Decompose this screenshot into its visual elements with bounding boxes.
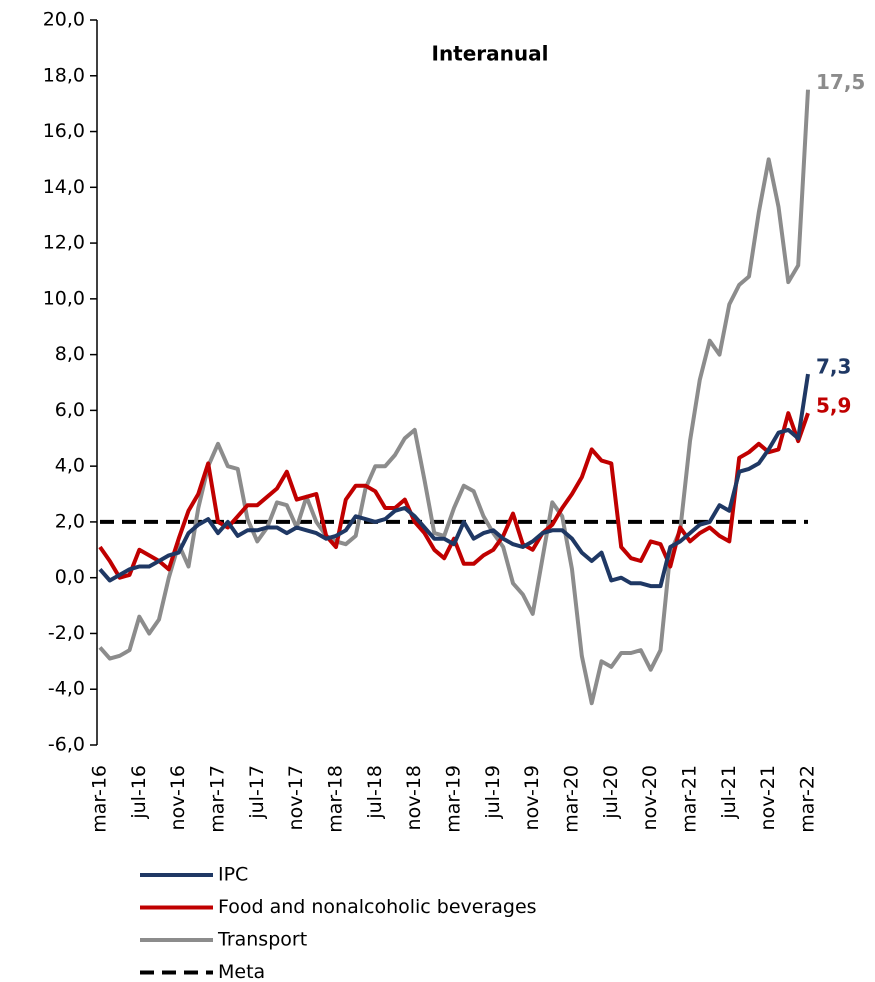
- x-tick-label: nov-21: [757, 765, 779, 830]
- x-tick-label: nov-17: [285, 765, 307, 830]
- legend-label: IPC: [218, 864, 248, 886]
- y-tick-label: 4,0: [55, 455, 85, 477]
- y-tick-label: -2,0: [48, 622, 85, 644]
- x-tick-label: nov-19: [521, 765, 543, 830]
- data-label: 5,9: [816, 394, 851, 418]
- x-tick-label: nov-20: [639, 765, 661, 830]
- x-tick-label: jul-19: [482, 765, 504, 820]
- data-label: 17,5: [816, 70, 865, 94]
- y-tick-label: 10,0: [43, 287, 85, 309]
- legend-label: Food and nonalcoholic beverages: [218, 896, 537, 918]
- x-tick-label: jul-16: [128, 765, 150, 820]
- y-tick-label: 14,0: [43, 176, 85, 198]
- y-tick-label: 2,0: [55, 510, 85, 532]
- x-tick-label: mar-21: [679, 765, 701, 833]
- series-line: [98, 411, 810, 580]
- y-tick-label: -4,0: [48, 678, 85, 700]
- x-tick-label: nov-16: [167, 765, 189, 830]
- x-tick-label: mar-20: [561, 765, 583, 833]
- data-label: 7,3: [816, 355, 851, 379]
- x-tick-label: nov-18: [403, 765, 425, 830]
- y-tick-label: 16,0: [43, 120, 85, 142]
- x-tick-label: jul-18: [364, 765, 386, 820]
- legend-label: Transport: [217, 929, 307, 951]
- x-tick-label: jul-21: [718, 765, 740, 820]
- y-tick-label: 8,0: [55, 343, 85, 365]
- y-tick-label: 12,0: [43, 232, 85, 254]
- y-tick-label: 6,0: [55, 399, 85, 421]
- x-tick-label: mar-22: [797, 765, 819, 833]
- x-tick-label: mar-18: [325, 765, 347, 833]
- x-tick-label: mar-17: [207, 765, 229, 833]
- y-tick-label: 18,0: [43, 64, 85, 86]
- series-line: [98, 373, 810, 589]
- x-tick-label: mar-19: [443, 765, 465, 833]
- legend-label: Meta: [218, 961, 265, 982]
- x-tick-label: jul-17: [246, 765, 268, 820]
- y-tick-label: -6,0: [48, 734, 85, 756]
- x-tick-label: jul-20: [600, 765, 622, 820]
- chart-title: Interanual: [432, 42, 549, 66]
- x-tick-label: mar-16: [89, 765, 111, 833]
- series-line: [98, 89, 810, 706]
- y-tick-label: 0,0: [55, 566, 85, 588]
- y-tick-label: 20,0: [43, 9, 85, 31]
